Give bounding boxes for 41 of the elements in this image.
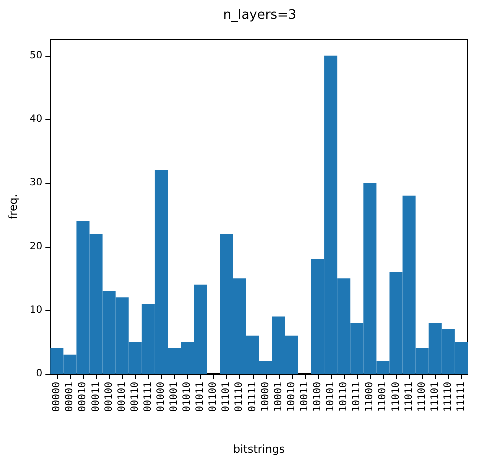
x-tick-label: 00001 (64, 382, 76, 412)
x-tick-label: 10011 (299, 382, 310, 412)
x-tick-label: 11101 (430, 382, 441, 412)
x-tick-label: 01111 (247, 382, 258, 412)
y-tick-label: 50 (30, 50, 43, 62)
y-tick-label: 0 (36, 368, 43, 380)
x-tick-label: 01000 (156, 382, 167, 412)
x-tick-label: 11110 (442, 382, 454, 412)
x-tick-label: 01101 (221, 382, 232, 412)
chart-title: n_layers=3 (223, 8, 297, 23)
y-tick-label: 30 (30, 178, 43, 189)
y-tick-label: 20 (30, 241, 43, 252)
x-tick-label: 11000 (364, 382, 376, 412)
x-tick-label: 10101 (326, 382, 337, 412)
x-tick-label: 00110 (130, 382, 141, 412)
x-tick-label: 00000 (52, 382, 63, 412)
x-tick-label: 01110 (234, 382, 246, 412)
x-tick-label: 10110 (338, 382, 350, 412)
x-tick-label: 00010 (78, 382, 89, 412)
x-tick-label: 01001 (169, 382, 180, 412)
x-axis-title: bitstrings (233, 443, 286, 456)
x-tick-label: 10010 (286, 382, 298, 412)
x-tick-label: 10100 (312, 382, 324, 412)
x-tick-label: 11111 (456, 382, 467, 412)
x-tick-label: 00100 (104, 382, 115, 412)
x-tick-label: 01010 (182, 382, 194, 412)
x-tick-label: 00011 (90, 382, 102, 412)
x-tick-label: 01011 (195, 382, 206, 412)
x-tick-label: 11100 (416, 382, 428, 412)
x-tick-label: 11011 (404, 382, 415, 412)
x-tick-label: 01100 (208, 382, 220, 412)
x-tick-label: 00101 (116, 382, 128, 412)
x-tick-label: 10001 (273, 382, 284, 412)
x-tick-label: 00111 (142, 382, 154, 412)
y-axis-title: freq. (7, 194, 20, 220)
y-tick-label: 40 (30, 114, 43, 126)
y-tick-label: 10 (30, 304, 43, 316)
x-tick-label: 11010 (390, 382, 402, 412)
x-tick-label: 10000 (260, 382, 272, 412)
x-tick-label: 11001 (378, 382, 389, 412)
x-tick-label: 10111 (352, 382, 363, 412)
